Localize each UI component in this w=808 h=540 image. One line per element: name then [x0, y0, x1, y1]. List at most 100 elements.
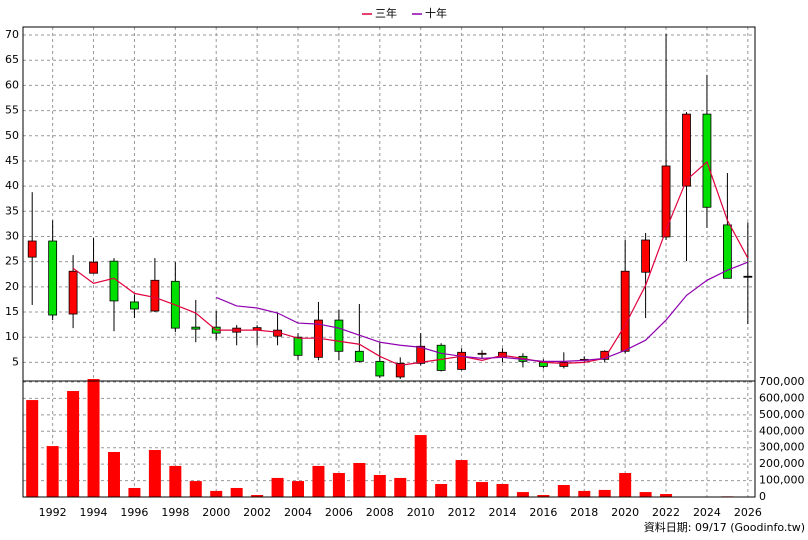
volume-bar	[619, 473, 632, 497]
x-tick-label: 2014	[488, 506, 516, 519]
candle-body	[559, 361, 569, 367]
volume-bar	[148, 450, 161, 497]
candle-body	[620, 270, 630, 352]
candle-body	[48, 240, 58, 316]
volume-bar	[353, 462, 366, 497]
y-tick-label: 30	[5, 229, 19, 242]
x-tick-label: 2006	[325, 506, 353, 519]
candle-body	[334, 319, 344, 352]
volume-bar	[210, 490, 223, 497]
y-tick-label: 20	[5, 280, 19, 293]
x-tick-label: 2004	[284, 506, 312, 519]
volume-bar	[292, 481, 305, 497]
volume-bar	[46, 446, 59, 497]
y-tick-label: 10	[5, 330, 19, 343]
y-tick-label: 15	[5, 305, 19, 318]
x-tick-label: 2000	[202, 506, 230, 519]
candle-body	[682, 113, 691, 187]
candle-body	[68, 270, 78, 315]
y-tick-label: 55	[5, 104, 19, 117]
x-tick-label: 1994	[80, 506, 108, 519]
candle-body	[375, 360, 385, 377]
ma-line	[215, 261, 749, 362]
x-tick-label: 2020	[611, 506, 639, 519]
volume-bar	[373, 474, 386, 497]
volume-bar	[414, 435, 427, 497]
x-tick-label: 2018	[570, 506, 598, 519]
volume-bar	[251, 495, 264, 497]
volume-bar	[67, 391, 80, 497]
x-tick-label: 1992	[39, 506, 67, 519]
y-tick-label: 60	[5, 78, 19, 91]
y-tick-label: 5	[12, 355, 19, 368]
legend-label: 十年	[425, 6, 447, 20]
volume-bar	[107, 451, 120, 497]
candle-body	[395, 362, 405, 378]
plot-frame	[22, 380, 756, 498]
candle-body	[722, 224, 732, 279]
y-tick-label: 600,000	[759, 391, 805, 404]
candle-body	[416, 345, 426, 364]
y-tick-label: 300,000	[759, 441, 805, 454]
volume-bar	[496, 484, 509, 497]
volume-bar	[26, 400, 39, 497]
x-tick-label: 2010	[407, 506, 435, 519]
candle-body	[191, 326, 201, 330]
y-tick-label: 700,000	[759, 375, 805, 388]
footnote: 資料日期: 09/17 (Goodinfo.tw)	[644, 520, 805, 534]
candle-body	[743, 275, 753, 278]
y-tick-label: 200,000	[759, 457, 805, 470]
x-tick-label: 2012	[448, 506, 476, 519]
volume-bar	[476, 482, 489, 497]
x-tick-label: 2002	[243, 506, 271, 519]
x-tick-label: 1998	[161, 506, 189, 519]
y-tick-label: 70	[5, 28, 19, 41]
volume-bar	[128, 487, 141, 497]
candle-body	[661, 165, 671, 238]
volume-bar	[516, 492, 529, 497]
y-tick-label: 35	[5, 204, 19, 217]
candle-body	[130, 301, 139, 310]
y-tick-label: 40	[5, 179, 19, 192]
x-tick-label: 2022	[652, 506, 680, 519]
candle-body	[641, 239, 651, 273]
legend-label: 三年	[375, 6, 397, 20]
y-tick-label: 500,000	[759, 408, 805, 421]
volume-bar	[537, 495, 550, 497]
volume-bar	[394, 477, 407, 497]
y-tick-label: 400,000	[759, 424, 805, 437]
y-tick-label: 100,000	[759, 474, 805, 487]
x-tick-label: 2024	[693, 506, 721, 519]
y-tick-label: 50	[5, 129, 19, 142]
candle-body	[436, 344, 446, 371]
volume-bar	[598, 489, 611, 497]
candle-body	[600, 350, 610, 360]
volume-bar	[660, 494, 673, 497]
volume-bar	[230, 487, 243, 497]
volume-bar	[332, 473, 345, 497]
volume-bar	[455, 460, 468, 497]
x-tick-label: 2016	[529, 506, 557, 519]
volume-bar	[435, 484, 448, 497]
y-tick-label: 0	[759, 490, 766, 503]
x-tick-label: 2008	[366, 506, 394, 519]
ma-line	[72, 160, 749, 367]
volume-bar	[557, 485, 570, 497]
x-tick-label: 1996	[120, 506, 148, 519]
volume-bar	[312, 465, 325, 497]
volume-bar	[87, 379, 100, 497]
candle-body	[293, 336, 303, 356]
volume-bar	[578, 490, 591, 497]
plot-frame	[22, 26, 756, 382]
candle-body	[27, 240, 37, 258]
candle-body	[477, 352, 487, 355]
candle-body	[89, 261, 98, 274]
volume-bar	[169, 465, 182, 497]
y-tick-label: 25	[5, 255, 19, 268]
candle-body	[150, 279, 160, 312]
y-tick-label: 45	[5, 154, 19, 167]
volume-bar	[271, 477, 284, 497]
y-tick-label: 65	[5, 53, 19, 66]
x-tick-label: 2026	[734, 506, 762, 519]
